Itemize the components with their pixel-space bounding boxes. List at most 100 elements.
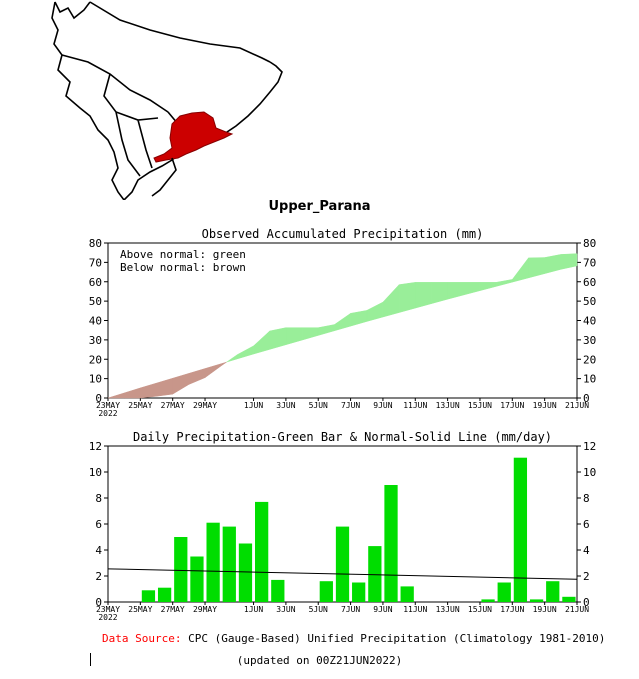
y-tick-label-right: 4 xyxy=(583,544,590,557)
above-normal-area xyxy=(366,301,384,322)
y-tick-label-left: 80 xyxy=(89,237,102,250)
y-tick-label-right: 20 xyxy=(583,353,596,366)
border-lines xyxy=(61,1,271,177)
above-normal-area xyxy=(512,257,529,283)
coastline-north xyxy=(54,1,91,20)
above-normal-area xyxy=(334,312,351,332)
y-tick-label-right: 10 xyxy=(583,373,596,386)
x-tick-label: 11JUN xyxy=(403,401,427,410)
y-tick-label-right: 50 xyxy=(583,295,596,308)
below-normal-area xyxy=(156,377,173,397)
y-tick-label-left: 8 xyxy=(95,492,102,505)
daily-precip-bar xyxy=(352,582,366,602)
region-title: Upper_Parana xyxy=(268,199,371,214)
x-tick-label: 15JUN xyxy=(468,605,492,614)
y-tick-label-right: 80 xyxy=(583,237,596,250)
x-tick-label: 27MAY xyxy=(161,401,185,410)
above-normal-area xyxy=(226,354,238,363)
y-tick-label-right: 70 xyxy=(583,256,596,269)
daily-precip-bar xyxy=(481,599,495,602)
text-cursor xyxy=(90,653,91,666)
x-tick-label: 15JUN xyxy=(468,401,492,410)
coastline-west xyxy=(51,1,125,200)
daily-precip-bar xyxy=(174,537,188,602)
upper-parana-region xyxy=(153,111,234,163)
x-tick-label: 9JUN xyxy=(373,605,392,614)
daily-precip-bar xyxy=(384,485,398,602)
x-tick-label: 23MAY xyxy=(96,605,120,614)
x-tick-label: 21JUN xyxy=(565,605,589,614)
x-year-label: 2022 xyxy=(98,613,117,622)
daily-precip-bar xyxy=(368,546,382,602)
y-tick-label-left: 6 xyxy=(95,518,102,531)
x-tick-label: 11JUN xyxy=(403,605,427,614)
above-normal-area xyxy=(317,324,335,336)
below-normal-area xyxy=(220,361,227,367)
chart-title: Daily Precipitation-Green Bar & Normal-S… xyxy=(133,430,552,444)
daily-precip-bar xyxy=(335,526,350,602)
above-normal-area xyxy=(463,282,481,296)
legend-below: Below normal: brown xyxy=(120,261,246,274)
y-tick-label-left: 0 xyxy=(95,392,102,405)
above-normal-area xyxy=(350,310,368,327)
x-tick-label: 17JUN xyxy=(500,401,524,410)
y-tick-label-right: 8 xyxy=(583,492,590,505)
y-tick-label-right: 0 xyxy=(583,596,590,609)
x-tick-label: 27MAY xyxy=(161,605,185,614)
below-normal-area xyxy=(172,373,190,395)
above-normal-area xyxy=(398,282,416,313)
above-normal-area xyxy=(382,284,400,318)
y-tick-label-left: 40 xyxy=(89,315,102,328)
x-tick-label: 3JUN xyxy=(276,401,295,410)
x-tick-label: 13JUN xyxy=(436,605,460,614)
x-tick-label: 23MAY xyxy=(96,401,120,410)
above-normal-area xyxy=(495,279,513,287)
y-tick-label-left: 10 xyxy=(89,466,102,479)
updated-timestamp: (updated on 00Z21JUN2022) xyxy=(236,654,403,667)
x-tick-label: 17JUN xyxy=(500,605,524,614)
y-tick-label-right: 0 xyxy=(583,392,590,405)
x-tick-label: 1JUN xyxy=(244,401,263,410)
above-normal-area xyxy=(431,282,448,304)
daily-precip-bar xyxy=(271,579,285,602)
daily-precip-bar xyxy=(319,581,333,602)
y-tick-label-left: 60 xyxy=(89,276,102,289)
y-tick-label-right: 10 xyxy=(583,466,596,479)
above-normal-area xyxy=(560,253,578,270)
legend-above: Above normal: green xyxy=(120,248,246,261)
chart-title: Observed Accumulated Precipitation (mm) xyxy=(202,227,484,241)
x-year-label: 2022 xyxy=(98,409,117,418)
above-normal-area xyxy=(415,282,432,309)
y-tick-label-right: 40 xyxy=(583,315,596,328)
y-tick-label-right: 60 xyxy=(583,276,596,289)
daily-precip-bar xyxy=(562,596,576,602)
x-tick-label: 21JUN xyxy=(565,401,589,410)
data-source-text: CPC (Gauge-Based) Unified Precipitation … xyxy=(188,632,606,645)
x-tick-label: 25MAY xyxy=(128,605,152,614)
below-normal-area xyxy=(123,387,141,399)
x-tick-label: 13JUN xyxy=(436,401,460,410)
daily-precip-bar xyxy=(190,556,204,602)
above-normal-area xyxy=(253,330,270,355)
y-tick-label-left: 30 xyxy=(89,334,102,347)
daily-precip-bar xyxy=(513,457,528,602)
x-tick-label: 1JUN xyxy=(244,605,263,614)
y-tick-label-left: 4 xyxy=(95,544,102,557)
below-normal-area xyxy=(204,363,222,379)
y-tick-label-right: 12 xyxy=(583,440,596,453)
y-tick-label-left: 10 xyxy=(89,373,102,386)
y-tick-label-right: 2 xyxy=(583,570,590,583)
daily-precip-bar xyxy=(222,526,236,602)
above-normal-area xyxy=(479,282,497,291)
daily-precip-bar xyxy=(255,501,269,602)
coast-detail xyxy=(151,157,177,197)
below-normal-area xyxy=(107,392,125,399)
data-source-label: Data Source: xyxy=(102,632,182,645)
daily-precip-bar xyxy=(497,582,511,602)
data-source-footer: Data Source: CPC (Gauge-Based) Unified P… xyxy=(102,632,605,645)
y-tick-label-left: 20 xyxy=(89,353,102,366)
below-normal-area xyxy=(188,368,206,385)
above-normal-area xyxy=(237,345,254,360)
above-normal-area xyxy=(301,327,319,341)
daily-precip-bar xyxy=(238,543,253,602)
